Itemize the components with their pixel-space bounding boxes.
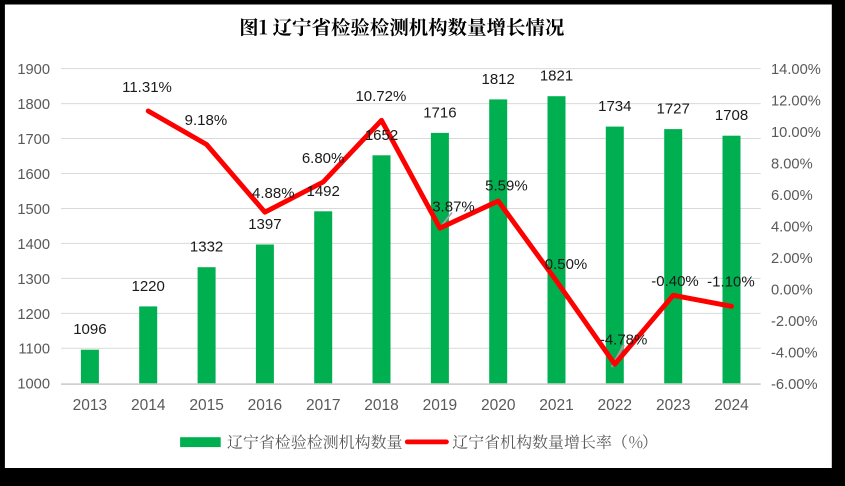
svg-text:2015: 2015 <box>189 397 223 414</box>
svg-text:1200: 1200 <box>17 307 50 323</box>
svg-text:1700: 1700 <box>17 132 50 148</box>
svg-text:1900: 1900 <box>17 62 50 78</box>
svg-text:1821: 1821 <box>540 68 573 85</box>
svg-text:1812: 1812 <box>482 71 515 88</box>
svg-text:8.00%: 8.00% <box>771 157 813 173</box>
svg-text:2022: 2022 <box>598 397 632 414</box>
svg-text:0.50%: 0.50% <box>545 256 588 273</box>
svg-text:1492: 1492 <box>307 183 340 200</box>
svg-text:2019: 2019 <box>423 397 457 414</box>
svg-text:1332: 1332 <box>190 239 223 256</box>
svg-text:1734: 1734 <box>598 98 631 115</box>
svg-text:6.80%: 6.80% <box>302 150 345 167</box>
svg-text:4.00%: 4.00% <box>771 219 813 235</box>
svg-text:11.31%: 11.31% <box>122 79 172 96</box>
svg-text:10.00%: 10.00% <box>771 125 821 141</box>
svg-text:1716: 1716 <box>423 104 456 121</box>
svg-text:1400: 1400 <box>17 237 50 253</box>
svg-text:1708: 1708 <box>715 107 748 124</box>
svg-text:2023: 2023 <box>656 397 690 414</box>
svg-text:1096: 1096 <box>73 321 106 338</box>
svg-text:1220: 1220 <box>132 278 165 295</box>
svg-text:-0.40%: -0.40% <box>651 273 699 290</box>
svg-text:12.00%: 12.00% <box>771 94 821 110</box>
svg-text:1500: 1500 <box>17 202 50 218</box>
svg-text:14.00%: 14.00% <box>771 62 821 78</box>
svg-text:9.18%: 9.18% <box>185 112 228 129</box>
svg-text:1600: 1600 <box>17 167 50 183</box>
svg-text:6.00%: 6.00% <box>771 188 813 204</box>
svg-text:0.00%: 0.00% <box>771 282 813 298</box>
svg-text:-6.00%: -6.00% <box>771 377 818 393</box>
svg-text:2014: 2014 <box>131 397 166 414</box>
svg-text:1800: 1800 <box>17 97 50 113</box>
svg-text:1300: 1300 <box>17 272 50 288</box>
svg-text:-1.10%: -1.10% <box>707 274 755 291</box>
svg-text:1397: 1397 <box>248 216 281 233</box>
svg-text:2016: 2016 <box>248 397 282 414</box>
svg-text:2021: 2021 <box>539 397 573 414</box>
svg-text:1100: 1100 <box>18 342 50 358</box>
svg-text:2017: 2017 <box>306 397 340 414</box>
svg-text:2024: 2024 <box>714 397 749 414</box>
svg-text:-4.00%: -4.00% <box>771 345 818 361</box>
svg-text:2013: 2013 <box>73 397 107 414</box>
svg-text:10.72%: 10.72% <box>355 88 406 105</box>
svg-text:-4.78%: -4.78% <box>600 331 648 348</box>
svg-text:2020: 2020 <box>481 397 516 414</box>
svg-text:3.87%: 3.87% <box>432 199 475 216</box>
svg-text:1652: 1652 <box>365 127 398 144</box>
svg-text:-2.00%: -2.00% <box>771 314 818 330</box>
svg-text:2018: 2018 <box>364 397 398 414</box>
svg-text:1000: 1000 <box>17 377 50 393</box>
svg-text:1727: 1727 <box>657 101 690 118</box>
svg-text:4.88%: 4.88% <box>252 185 295 202</box>
svg-text:2.00%: 2.00% <box>771 251 813 267</box>
svg-text:5.59%: 5.59% <box>485 178 528 195</box>
